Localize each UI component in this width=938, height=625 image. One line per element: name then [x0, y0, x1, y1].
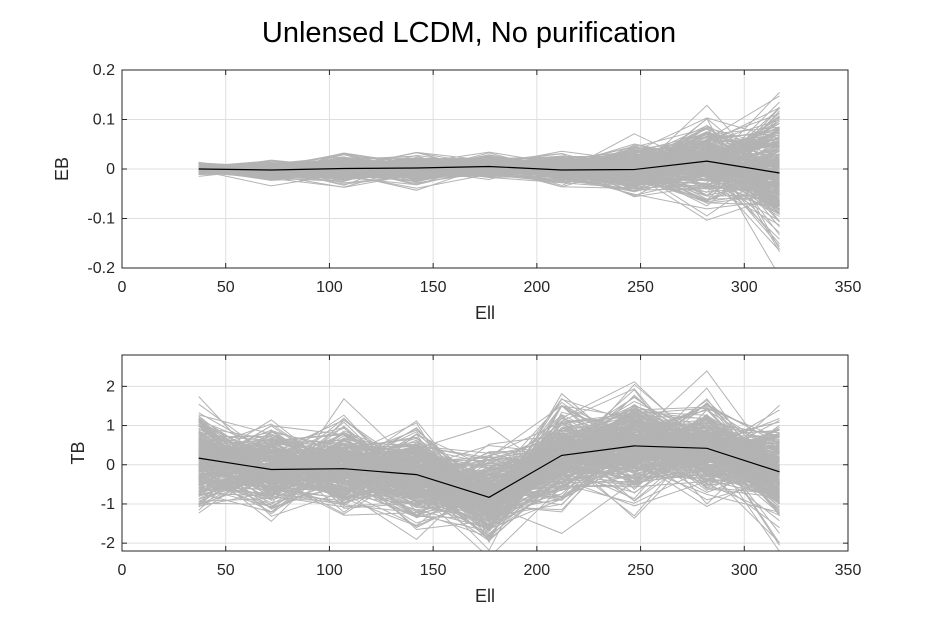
realization-line	[198, 442, 780, 519]
x-axis-label: Ell	[475, 303, 495, 323]
realization-line	[198, 427, 780, 513]
x-tick-label: 50	[217, 562, 235, 579]
axes-frame	[121, 354, 849, 552]
x-tick-label: 300	[731, 279, 758, 296]
realization-line	[198, 430, 780, 492]
realization-line	[198, 416, 780, 541]
x-tick-label: 200	[524, 562, 551, 579]
y-tick-label: -1	[101, 496, 115, 513]
realization-line	[198, 159, 780, 195]
realization-line	[198, 117, 780, 181]
x-tick-label: 150	[420, 279, 447, 296]
realization-line	[198, 420, 780, 512]
realization-line	[198, 417, 780, 507]
plot-area	[198, 92, 780, 268]
x-tick-label: 350	[835, 562, 862, 579]
y-tick-label: 0.1	[93, 112, 115, 129]
realization-line	[198, 414, 780, 499]
realization-line	[198, 404, 780, 544]
realization-line	[198, 442, 780, 517]
mean-line	[198, 160, 780, 174]
y-tick-label: 0.2	[93, 62, 115, 79]
x-tick-label: 300	[731, 562, 758, 579]
x-tick-label: 0	[118, 279, 127, 296]
x-tick-label: 100	[316, 279, 343, 296]
realization-line	[198, 398, 780, 511]
y-tick-label: 0	[106, 457, 115, 474]
y-tick-label: -2	[101, 535, 115, 552]
mean-line	[198, 445, 780, 498]
realization-line	[198, 437, 780, 488]
realization-line	[198, 419, 780, 485]
realization-line	[198, 441, 780, 527]
y-tick-label: -0.1	[87, 211, 115, 228]
realization-line	[198, 405, 780, 530]
realization-line	[198, 131, 780, 173]
y-axis-label: EB	[52, 157, 72, 181]
x-tick-label: 250	[627, 562, 654, 579]
realization-line	[198, 432, 780, 508]
tb-subplot: 0 50 100 150 200 250 300 350 -2 -1 0 1 2 Ell TB	[68, 354, 862, 606]
x-tick-label: 100	[316, 562, 343, 579]
realization-line	[198, 429, 780, 494]
realization-line	[198, 434, 780, 538]
x-tick-label: 350	[835, 279, 862, 296]
realization-line	[198, 421, 780, 504]
y-tick-label: 0	[106, 161, 115, 178]
x-tick-label: 150	[420, 562, 447, 579]
y-axis-label: TB	[68, 441, 88, 464]
x-tick-label: 50	[217, 279, 235, 296]
plot-area	[198, 370, 780, 551]
realization-line	[198, 418, 780, 515]
y-tick-label: 1	[106, 418, 115, 435]
y-tick-label: 2	[106, 378, 115, 395]
figure-title: Unlensed LCDM, No purification	[262, 17, 676, 49]
x-tick-label: 250	[627, 279, 654, 296]
y-tick-label: -0.2	[87, 260, 115, 277]
x-tick-label: 200	[524, 279, 551, 296]
x-tick-label: 0	[118, 562, 127, 579]
eb-subplot: 0 50 100 150 200 250 300 350 -0.2 -0.1 0 0.1 0.2 Ell E…	[52, 62, 861, 323]
realization-line	[198, 425, 780, 489]
realization-line	[198, 403, 780, 514]
x-axis-label: Ell	[475, 586, 495, 606]
realization-line	[198, 165, 780, 202]
realization-line	[198, 419, 780, 528]
